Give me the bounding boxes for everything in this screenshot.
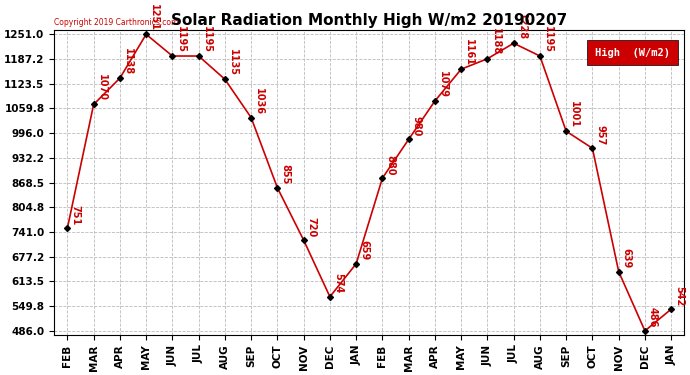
Text: 1195: 1195 <box>201 26 212 53</box>
Text: 659: 659 <box>359 240 369 261</box>
Text: 1138: 1138 <box>123 48 133 75</box>
Text: 1135: 1135 <box>228 49 238 76</box>
Text: 639: 639 <box>622 248 632 268</box>
Text: 1195: 1195 <box>175 26 186 53</box>
FancyBboxPatch shape <box>586 39 678 65</box>
Text: 1070: 1070 <box>97 74 107 101</box>
Text: 751: 751 <box>70 205 81 225</box>
Text: 720: 720 <box>307 217 317 237</box>
Text: 1161: 1161 <box>464 39 474 66</box>
Text: 1036: 1036 <box>255 87 264 114</box>
Text: 574: 574 <box>333 273 343 294</box>
Text: 1188: 1188 <box>491 28 500 56</box>
Text: 855: 855 <box>281 164 290 185</box>
Text: Copyright 2019 Carthronics.com: Copyright 2019 Carthronics.com <box>55 18 179 27</box>
Text: 542: 542 <box>674 286 684 306</box>
Text: 1228: 1228 <box>517 13 527 40</box>
Text: 1079: 1079 <box>438 71 448 98</box>
Text: 1001: 1001 <box>569 101 580 128</box>
Text: 486: 486 <box>648 308 658 328</box>
Text: 880: 880 <box>386 154 395 175</box>
Text: 1251: 1251 <box>149 4 159 31</box>
Title: Solar Radiation Monthly High W/m2 20190207: Solar Radiation Monthly High W/m2 201902… <box>171 13 567 28</box>
Text: 957: 957 <box>595 125 606 145</box>
Text: 1195: 1195 <box>543 26 553 53</box>
Text: 980: 980 <box>412 116 422 136</box>
Text: High  (W/m2): High (W/m2) <box>595 48 670 57</box>
